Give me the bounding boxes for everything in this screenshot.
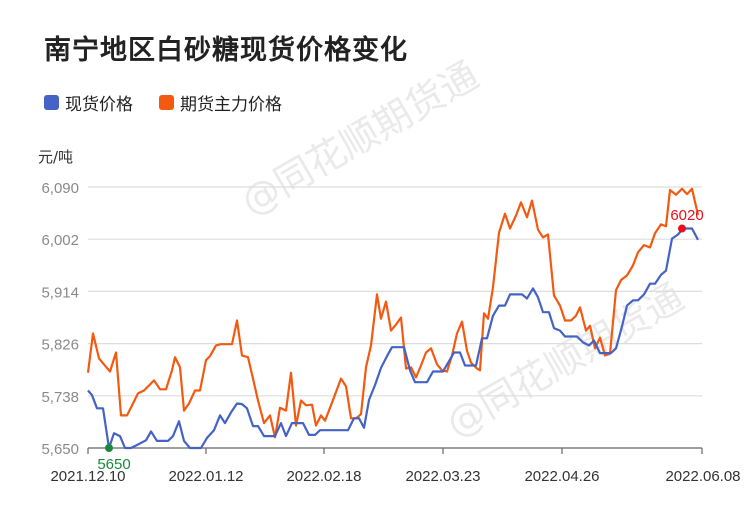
min-point-marker-icon [105, 444, 113, 452]
series-line [87, 227, 699, 450]
y-tick-label: 6,002 [41, 232, 79, 249]
x-tick-label: 2022.03.23 [405, 468, 480, 485]
y-axis-ticks: 5,650 5,738 5,826 5,914 6,002 6,090 [41, 180, 79, 458]
x-tick-label: 2022.06.08 [665, 468, 740, 485]
x-tick-label: 2021.12.10 [50, 468, 125, 485]
y-axis-unit-label: 元/吨 [38, 148, 74, 166]
legend-item-futures[interactable]: 期货主力价格 [159, 90, 282, 115]
legend-swatch-futures-icon [159, 95, 174, 110]
chart-title: 南宁地区白砂糖现货价格变化 [44, 35, 408, 66]
max-value-label: 6020 [670, 207, 703, 224]
max-point-marker-icon [678, 224, 686, 233]
chart-legend: 现货价格 期货主力价格 [44, 90, 308, 115]
series-line [86, 187, 700, 439]
annotations: 5650 6020 [97, 207, 703, 473]
series-lines [86, 187, 700, 450]
legend-item-spot[interactable]: 现货价格 [44, 90, 133, 115]
legend-label-spot: 现货价格 [65, 95, 133, 115]
x-tick-label: 2022.04.26 [524, 468, 599, 485]
x-tick-label: 2022.02.18 [286, 468, 361, 485]
y-tick-label: 5,826 [41, 337, 79, 354]
y-tick-label: 5,914 [41, 284, 79, 301]
min-value-label: 5650 [97, 456, 130, 473]
x-tick-label: 2022.01.12 [168, 468, 243, 485]
grid-lines [88, 186, 702, 397]
x-axis: 2021.12.10 2022.01.12 2022.02.18 2022.03.23… [50, 447, 741, 485]
y-tick-label: 5,650 [41, 441, 79, 458]
y-tick-label: 5,738 [41, 389, 79, 406]
y-tick-label: 6,090 [41, 180, 79, 197]
legend-swatch-spot-icon [44, 95, 59, 110]
legend-label-futures: 期货主力价格 [180, 95, 282, 115]
